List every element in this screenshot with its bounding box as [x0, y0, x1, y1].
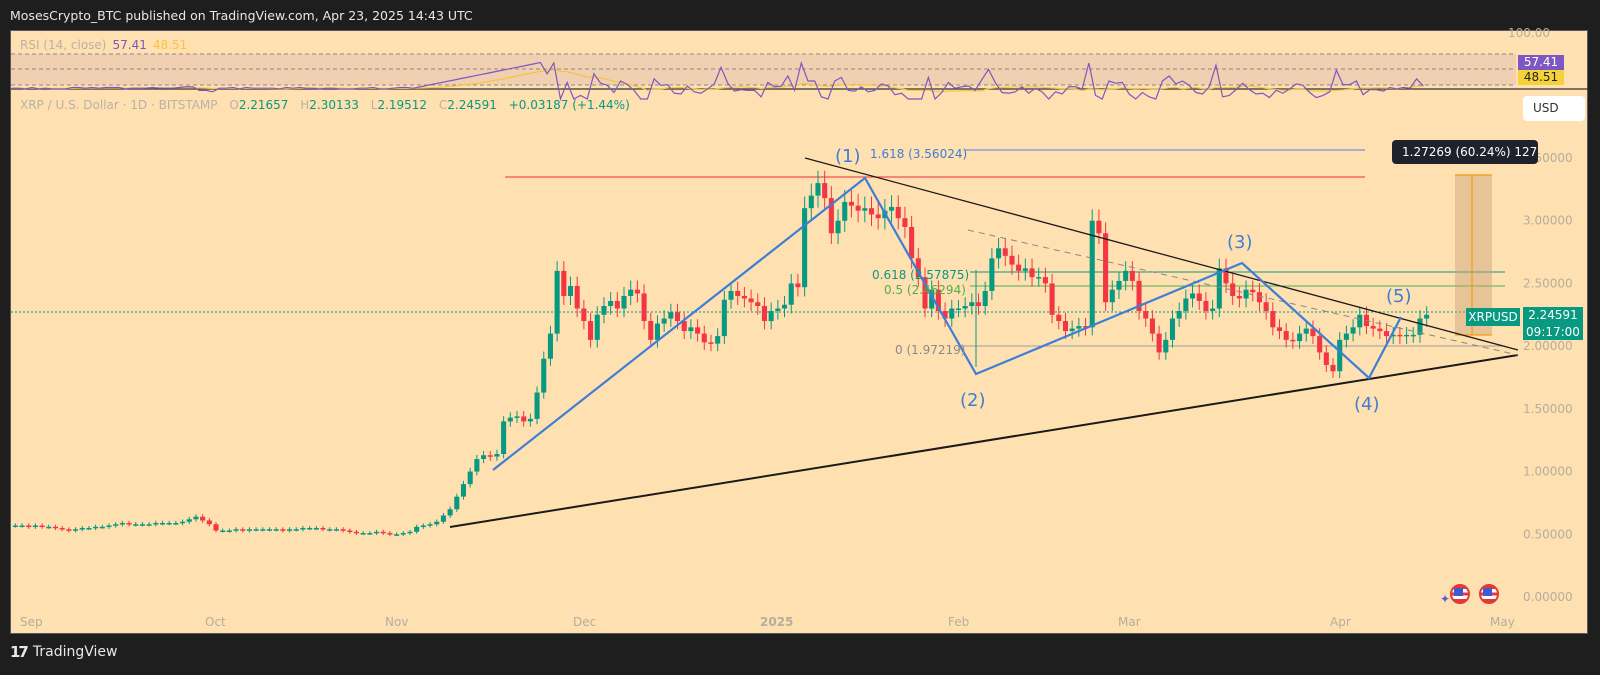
svg-text:Sep: Sep — [20, 615, 43, 629]
svg-text:1.618 (3.56024): 1.618 (3.56024) — [870, 147, 967, 161]
bar-countdown: 09:17:00 — [1523, 324, 1583, 340]
svg-text:Oct: Oct — [205, 615, 226, 629]
rsi-scale-top: 100.00 — [1508, 26, 1550, 40]
high-value: 2.30133 — [309, 98, 359, 112]
svg-text:(4): (4) — [1354, 394, 1380, 415]
low-value: 2.19512 — [377, 98, 428, 112]
svg-text:1.00000: 1.00000 — [1523, 465, 1573, 479]
svg-text:Mar: Mar — [1118, 615, 1141, 629]
svg-text:0.5 (2.46294): 0.5 (2.46294) — [884, 283, 966, 297]
rsi-label: RSI (14, close) — [20, 38, 107, 52]
symbol-title: XRP / U.S. Dollar · 1D · BITSTAMP — [20, 98, 218, 112]
svg-text:3.00000: 3.00000 — [1523, 214, 1573, 228]
symbol-price-label: XRPUSD — [1466, 308, 1520, 326]
currency-button[interactable]: USD — [1523, 96, 1585, 121]
rsi-ma-value: 48.51 — [152, 38, 188, 52]
measure-tooltip: 1.27269 (60.24%) 127 — [1392, 140, 1538, 164]
svg-text:(5): (5) — [1386, 286, 1412, 307]
last-price-tag: 2.24591 — [1523, 307, 1583, 324]
change-value: +0.03187 (+1.44%) — [508, 98, 630, 112]
svg-text:0.50000: 0.50000 — [1523, 527, 1573, 541]
svg-text:Feb: Feb — [948, 615, 969, 629]
us-flag-event-icon[interactable] — [1450, 584, 1470, 604]
footer: 17 TradingView — [10, 640, 117, 664]
svg-text:Nov: Nov — [385, 615, 408, 629]
svg-text:2.00000: 2.00000 — [1523, 339, 1573, 353]
svg-text:2025: 2025 — [760, 615, 793, 629]
svg-text:(3): (3) — [1227, 232, 1253, 253]
us-flag-event-icon[interactable] — [1479, 584, 1499, 604]
svg-text:0.00000: 0.00000 — [1523, 590, 1573, 604]
chart-frame[interactable] — [10, 30, 1588, 634]
publisher-header: MosesCrypto_BTC published on TradingView… — [10, 8, 473, 23]
close-value: 2.24591 — [447, 98, 497, 112]
svg-text:May: May — [1490, 615, 1515, 629]
svg-text:Dec: Dec — [573, 615, 596, 629]
svg-text:0 (1.97219): 0 (1.97219) — [895, 343, 965, 357]
sparkle-icon: ✦ — [1440, 592, 1451, 606]
rsi-legend[interactable]: RSI (14, close) 57.41 48.51 — [20, 38, 187, 52]
svg-text:0.618 (2.57875): 0.618 (2.57875) — [872, 268, 969, 282]
svg-text:2.50000: 2.50000 — [1523, 276, 1573, 290]
tradingview-logo-icon: 17 — [10, 643, 29, 661]
svg-text:(2): (2) — [960, 390, 986, 411]
open-value: 2.21657 — [238, 98, 289, 112]
footer-brand: TradingView — [32, 644, 118, 660]
svg-text:1.50000: 1.50000 — [1523, 402, 1573, 416]
rsi-value: 57.41 — [112, 38, 147, 52]
svg-text:(1): (1) — [835, 146, 861, 167]
svg-text:Apr: Apr — [1330, 615, 1351, 629]
rsi-ma-tag: 48.51 — [1518, 70, 1564, 85]
rsi-value-tag: 57.41 — [1518, 55, 1564, 70]
symbol-legend[interactable]: XRP / U.S. Dollar · 1D · BITSTAMP O2.216… — [20, 98, 630, 112]
